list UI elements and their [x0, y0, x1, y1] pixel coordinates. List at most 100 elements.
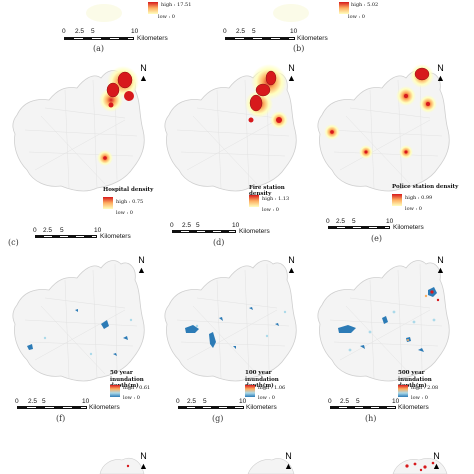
scale-tick-g-2: 5	[203, 398, 207, 405]
map-bottom-left	[99, 457, 145, 474]
north-arrow-e: N ▲	[436, 63, 445, 84]
panel-d: N ▲ Fire station density high : 1.13 low …	[157, 60, 307, 250]
scale-unit-a: Kilometers	[137, 35, 168, 42]
panel-label-e: (e)	[371, 234, 382, 243]
scale-tick-a-1: 2.5	[75, 28, 85, 35]
map-g	[164, 260, 297, 382]
legend-swatch-b	[339, 2, 349, 14]
legend-swatch-h	[398, 385, 408, 397]
north-label-f: N	[138, 255, 145, 265]
north-arrow-bottom-right: N ▲	[432, 451, 441, 472]
scale-unit-c: Kilometers	[100, 233, 131, 240]
north-label-e: N	[437, 63, 444, 73]
panel-label-g: (g)	[212, 414, 224, 423]
scale-bar-h	[330, 406, 396, 409]
scale-bar-b	[225, 37, 295, 40]
scale-unit-g: Kilometers	[246, 404, 277, 411]
legend-swatch-g	[245, 385, 255, 397]
legend-title-g2: inundation depth(m)	[245, 377, 279, 389]
legend-title-h2: inundation depth(m)	[398, 377, 432, 389]
map-h	[317, 260, 450, 382]
north-arrow-bottom-mid: N ▲	[284, 451, 293, 472]
panel-g: N ▲ 100 year inundation depth(m) high : 1…	[157, 250, 307, 430]
panel-e: N ▲ Police station density high : 0.99 lo…	[310, 60, 460, 250]
panel-h: N ▲ 500 year inundation depth(m) high : 2…	[310, 250, 460, 430]
legend-low-h: low : 0	[411, 395, 428, 401]
north-arrow-icon-f: ▲	[137, 265, 146, 275]
map-c	[12, 66, 145, 192]
scale-tick-f-2: 5	[42, 398, 46, 405]
panel-b: high : 5.02 low : 0	[205, 0, 378, 60]
scale-tick-b-0: 0	[223, 28, 227, 35]
scale-bar-c	[35, 235, 97, 238]
north-arrow-icon-e: ▲	[436, 73, 445, 83]
scale-tick-e-3: 10	[386, 218, 394, 225]
legend-high-g: high : 1.06	[258, 385, 286, 391]
panel-f: N ▲ 50 year inundation depth(m) high : 0.…	[5, 250, 155, 430]
legend-low-d: low : 0	[262, 207, 279, 213]
legend-swatch-a	[148, 2, 158, 14]
legend-low-c: low : 0	[116, 210, 133, 216]
legend-title-f1: 50 year	[110, 370, 133, 376]
legend-title-f2: inundation depth(m)	[110, 377, 144, 389]
map-a	[86, 4, 122, 22]
legend-high-a: high : 17.51	[161, 2, 192, 8]
legend-high-e: high : 0.99	[405, 195, 433, 201]
scale-unit-h: Kilometers	[398, 404, 429, 411]
map-bottom-right	[392, 458, 448, 474]
scale-unit-b: Kilometers	[297, 35, 328, 42]
scale-tick-c-2: 5	[60, 227, 64, 234]
legend-low-b: low : 0	[348, 14, 365, 20]
north-arrow-d: N ▲	[287, 63, 296, 84]
scale-tick-b-3: 10	[290, 28, 298, 35]
panel-a: high : 17.51 low : 0	[40, 0, 192, 60]
north-label-h: N	[437, 255, 444, 265]
legend-high-b: high : 5.02	[351, 2, 379, 8]
north-label-bottom-left: N	[140, 451, 147, 461]
scale-unit-f: Kilometers	[89, 404, 120, 411]
scale-tick-f-3: 10	[82, 398, 90, 405]
north-label-d: N	[288, 63, 295, 73]
north-label-g: N	[288, 255, 295, 265]
north-arrow-h: N ▲	[436, 255, 445, 276]
panel-label-a: (a)	[93, 44, 105, 53]
scale-unit-d: Kilometers	[239, 228, 270, 235]
scale-tick-b-1: 2.5	[236, 28, 246, 35]
scale-bar-a	[64, 37, 134, 40]
scale-tick-e-0: 0	[326, 218, 330, 225]
legend-high-c: high : 0.75	[116, 199, 144, 205]
legend-low-a: low : 0	[158, 14, 175, 20]
scale-tick-h-0: 0	[328, 398, 332, 405]
panel-label-h: (h)	[365, 414, 377, 423]
scale-bar-f	[17, 406, 87, 409]
legend-swatch-c	[103, 197, 113, 209]
north-label-bottom-mid: N	[285, 451, 292, 461]
north-arrow-icon-bottom-left: ▲	[139, 461, 148, 471]
north-arrow-icon-h: ▲	[436, 265, 445, 275]
map-f	[12, 260, 145, 382]
north-arrow-bottom-left: N ▲	[139, 451, 148, 472]
legend-title-e: Police station density	[392, 184, 459, 190]
scale-bar-g	[178, 406, 244, 409]
map-e	[317, 64, 450, 192]
legend-swatch-d	[249, 195, 259, 207]
north-arrow-icon-d: ▲	[287, 73, 296, 83]
north-arrow-f: N ▲	[137, 255, 146, 276]
panel-label-b: (b)	[293, 44, 305, 53]
north-arrow-icon-bottom-right: ▲	[432, 461, 441, 471]
scale-tick-d-0: 0	[170, 222, 174, 229]
scale-tick-b-2: 5	[252, 28, 256, 35]
legend-swatch-e	[392, 194, 402, 206]
scale-tick-g-1: 2.5	[187, 398, 197, 405]
legend-low-g: low : 0	[258, 395, 275, 401]
scale-tick-c-3: 10	[94, 227, 102, 234]
scale-tick-h-2: 5	[356, 398, 360, 405]
scale-tick-e-1: 2.5	[336, 218, 346, 225]
legend-title-g1: 100 year	[245, 370, 272, 376]
scale-bar-d	[172, 230, 236, 233]
scale-tick-g-3: 10	[239, 398, 247, 405]
scale-unit-e: Kilometers	[393, 224, 424, 231]
legend-high-d: high : 1.13	[262, 196, 290, 202]
north-label-bottom-right: N	[433, 451, 440, 461]
scale-tick-h-3: 10	[392, 398, 400, 405]
